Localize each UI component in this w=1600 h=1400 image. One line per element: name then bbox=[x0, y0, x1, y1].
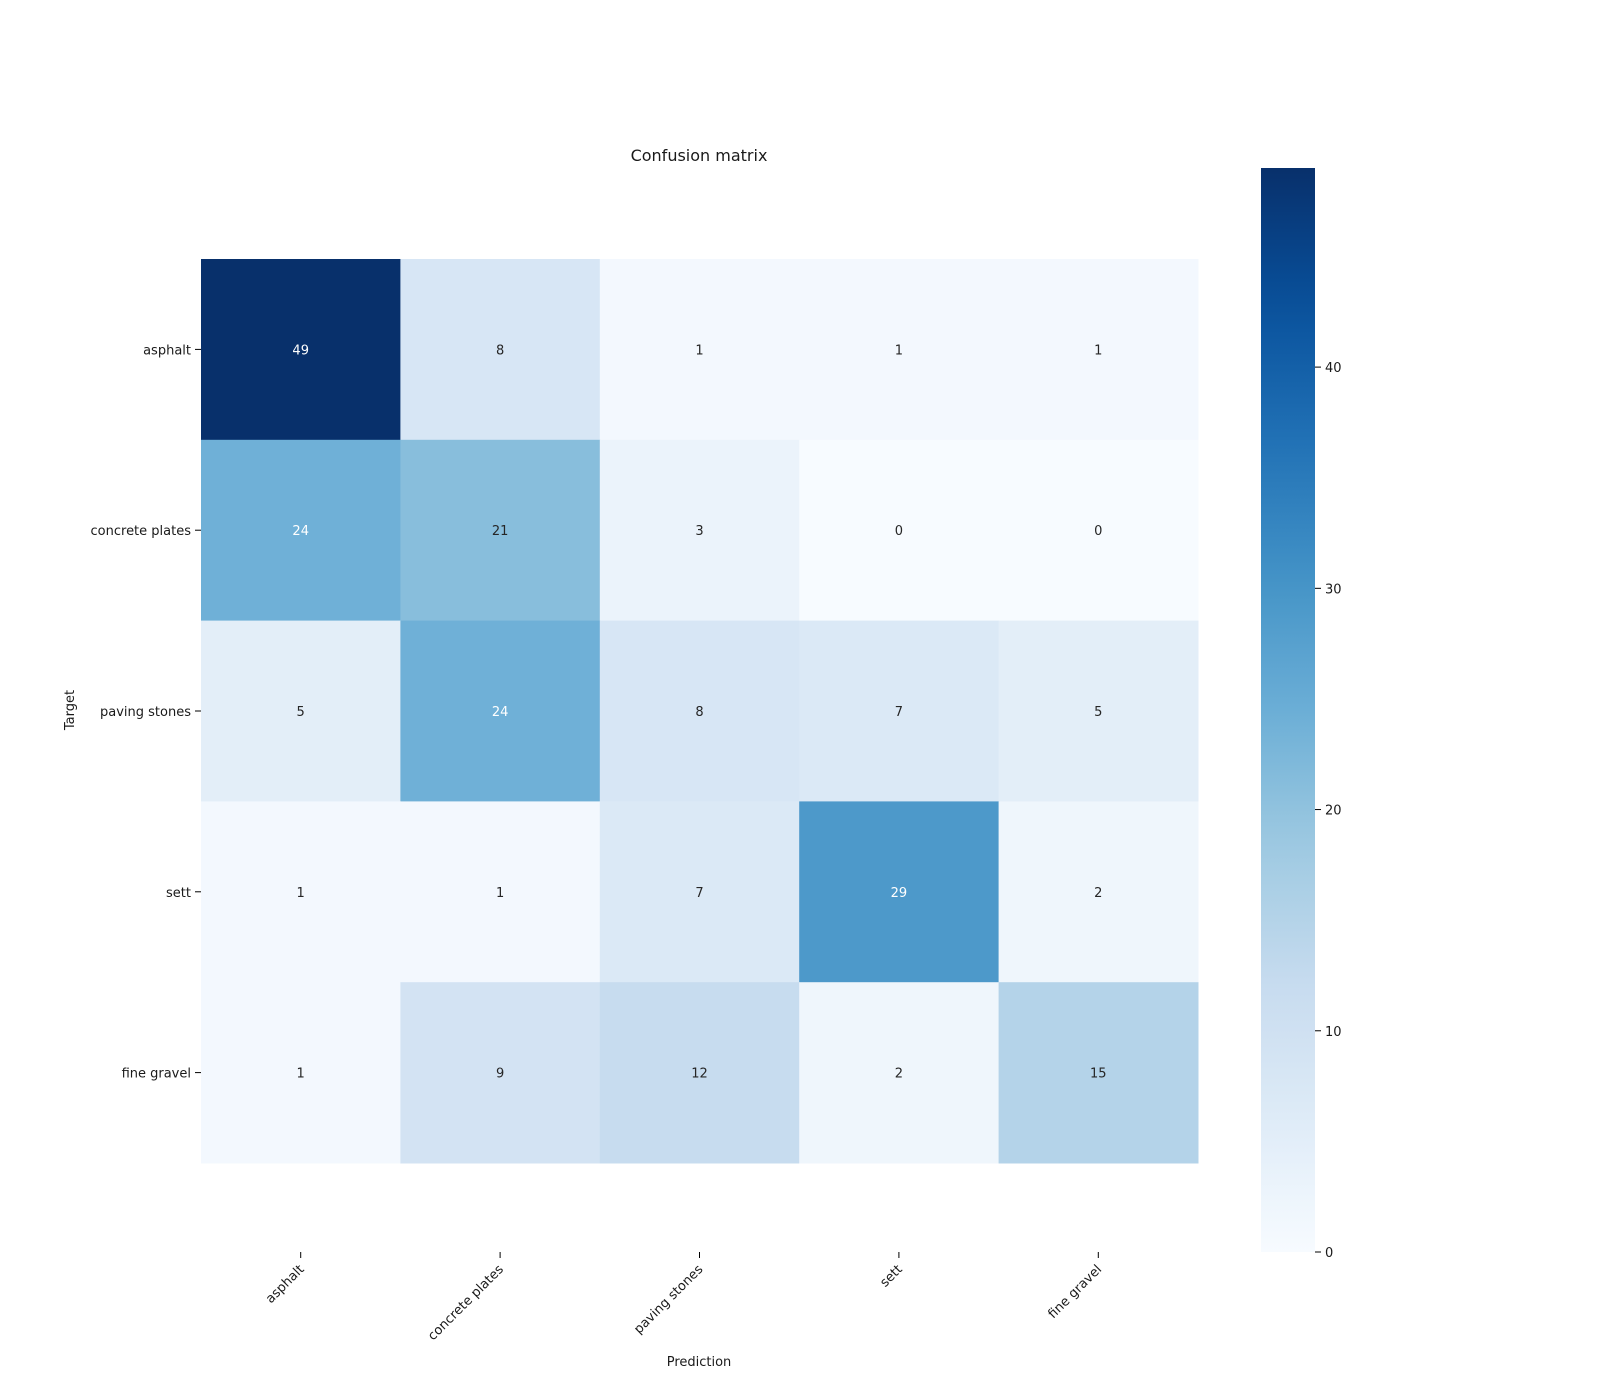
heatmap-cell bbox=[799, 439, 1000, 622]
heatmap-cell bbox=[998, 620, 1199, 802]
heatmap-cell bbox=[201, 439, 401, 622]
x-tick-label: asphalt bbox=[263, 1262, 307, 1306]
chart-title: Confusion matrix bbox=[631, 146, 768, 165]
heatmap-cell bbox=[400, 982, 601, 1164]
cell-value-label: 29 bbox=[891, 886, 908, 901]
heatmap-cell bbox=[599, 801, 800, 983]
heatmap-cells bbox=[201, 259, 1199, 1164]
cell-value-label: 2 bbox=[895, 1067, 903, 1082]
y-axis: asphalt concrete plates paving stones sett f… bbox=[91, 343, 201, 1082]
cell-value-label: 49 bbox=[292, 343, 309, 358]
y-axis-label: Target bbox=[63, 690, 78, 731]
y-tick-label: asphalt bbox=[143, 343, 191, 358]
cell-value-label: 1 bbox=[297, 1067, 305, 1082]
cell-value-label: 24 bbox=[292, 524, 309, 539]
x-tick-label: sett bbox=[877, 1262, 905, 1290]
heatmap-cell bbox=[400, 439, 601, 622]
y-tick-label: concrete plates bbox=[91, 524, 192, 539]
cell-value-label: 0 bbox=[895, 524, 903, 539]
x-tick-label: paving stones bbox=[631, 1262, 706, 1337]
heatmap-cell bbox=[201, 259, 401, 441]
colorbar-tick-label: 20 bbox=[1325, 804, 1342, 819]
heatmap-cell bbox=[998, 982, 1199, 1164]
cell-value-label: 24 bbox=[492, 705, 509, 720]
cell-value-label: 1 bbox=[496, 886, 504, 901]
cell-value-label: 7 bbox=[895, 705, 903, 720]
colorbar-gradient bbox=[1261, 168, 1315, 1252]
heatmap-cell bbox=[799, 259, 1000, 441]
heatmap-cell bbox=[201, 620, 401, 802]
colorbar-tick-label: 0 bbox=[1325, 1246, 1333, 1261]
cell-value-label: 1 bbox=[695, 343, 703, 358]
y-tick-label: sett bbox=[166, 886, 191, 901]
colorbar-tick-label: 40 bbox=[1325, 361, 1342, 376]
heatmap-cell bbox=[998, 801, 1199, 983]
heatmap-cell-labels: 49 8 1 1 124 21 3 0 05 24 8 7 51 1 7 29 21 9 12 2 15 bbox=[292, 343, 1106, 1081]
heatmap-cell bbox=[599, 259, 800, 441]
heatmap-cell bbox=[799, 982, 1000, 1164]
heatmap-cell bbox=[998, 439, 1199, 622]
colorbar: 0 10 20 30 40 bbox=[1261, 168, 1342, 1261]
heatmap-cell bbox=[599, 982, 800, 1164]
heatmap-cell bbox=[201, 982, 401, 1164]
cell-value-label: 1 bbox=[297, 886, 305, 901]
cell-value-label: 9 bbox=[496, 1067, 504, 1082]
cell-value-label: 3 bbox=[695, 524, 703, 539]
cell-value-label: 5 bbox=[1094, 705, 1102, 720]
heatmap-cell bbox=[799, 620, 1000, 802]
x-tick-label: concrete plates bbox=[425, 1262, 507, 1344]
cell-value-label: 7 bbox=[695, 886, 703, 901]
cell-value-label: 0 bbox=[1094, 524, 1102, 539]
heatmap-cell bbox=[400, 801, 601, 983]
heatmap-cell bbox=[799, 801, 1000, 983]
x-axis-label: Prediction bbox=[667, 1355, 732, 1370]
y-tick-label: paving stones bbox=[100, 705, 191, 720]
cell-value-label: 5 bbox=[297, 705, 305, 720]
cell-value-label: 1 bbox=[1094, 343, 1102, 358]
heatmap-cell bbox=[599, 620, 800, 802]
y-tick-label: fine gravel bbox=[122, 1067, 191, 1082]
cell-value-label: 15 bbox=[1090, 1067, 1107, 1082]
x-tick-label: fine gravel bbox=[1045, 1262, 1105, 1322]
heatmap-cell bbox=[400, 259, 601, 441]
heatmap-cell bbox=[599, 439, 800, 622]
cell-value-label: 2 bbox=[1094, 886, 1102, 901]
x-axis: asphalt concrete plates paving stones sett f… bbox=[263, 1252, 1105, 1344]
heatmap-cell bbox=[400, 620, 601, 802]
colorbar-tick-label: 10 bbox=[1325, 1025, 1342, 1040]
colorbar-tick-label: 30 bbox=[1325, 582, 1342, 597]
cell-value-label: 8 bbox=[695, 705, 703, 720]
heatmap-cell bbox=[201, 801, 401, 983]
cell-value-label: 8 bbox=[496, 343, 504, 358]
heatmap-cell bbox=[998, 259, 1199, 441]
cell-value-label: 1 bbox=[895, 343, 903, 358]
cell-value-label: 12 bbox=[691, 1067, 708, 1082]
cell-value-label: 21 bbox=[492, 524, 509, 539]
